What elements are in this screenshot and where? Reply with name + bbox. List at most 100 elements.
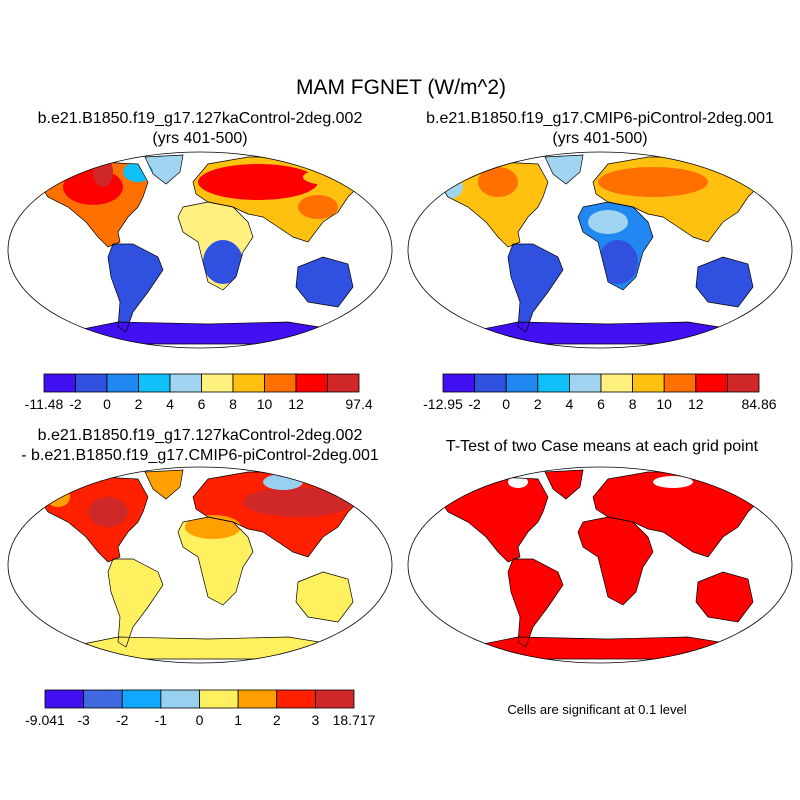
- colorbar-1-label: -11.48: [24, 396, 64, 412]
- map-panel-2: [407, 151, 793, 349]
- continent-antarctica: [68, 637, 338, 659]
- continent-australia: [696, 572, 753, 622]
- data-patch: [198, 164, 318, 200]
- continent-antarctica: [468, 322, 738, 344]
- colorbar-3-box: [237, 689, 278, 709]
- colorbar-2-box: [569, 373, 602, 393]
- colorbar-2-label: 12: [688, 396, 704, 412]
- data-patch: [708, 472, 728, 482]
- colorbar-2-label: 0: [502, 396, 511, 412]
- data-patch: [588, 210, 628, 234]
- continent-greenland: [545, 155, 583, 184]
- continent-greenland: [145, 155, 183, 184]
- map-panel-4: [407, 466, 793, 664]
- data-patch: [88, 497, 128, 527]
- figure-title: MAM FGNET (W/m^2): [295, 76, 507, 99]
- colorbar-2-box: [695, 373, 728, 393]
- colorbar-1-label: 10: [256, 396, 273, 412]
- continent-antarctica: [468, 637, 738, 659]
- colorbar-1-box: [264, 373, 297, 393]
- data-patch: [93, 157, 113, 187]
- colorbar-1-box: [138, 373, 171, 393]
- coastline: [695, 256, 754, 308]
- coastline: [695, 571, 754, 623]
- continent-south-america: [108, 244, 163, 332]
- colorbar-2-box: [537, 373, 570, 393]
- data-patch: [298, 195, 338, 219]
- colorbar-1-label: 0: [103, 396, 111, 412]
- panel1-title: b.e21.B1850.f19_g17.127kaControl-2deg.00…: [37, 110, 363, 127]
- continent-greenland: [545, 470, 583, 499]
- colorbar-2-label: -2: [468, 396, 481, 412]
- continent-australia: [296, 257, 353, 307]
- colorbar-3-box: [160, 689, 200, 709]
- colorbar-2-box: [632, 373, 665, 393]
- coastline: [37, 476, 149, 563]
- colorbar-1-label: 6: [197, 396, 206, 412]
- colorbar-1-box: [75, 373, 108, 393]
- colorbar-1-box: [295, 373, 328, 393]
- continent-africa: [578, 517, 653, 605]
- map-panel-3: [7, 466, 393, 664]
- coastline: [577, 201, 654, 291]
- continent-australia: [296, 572, 353, 622]
- data-patch: [598, 167, 708, 197]
- map-outline: [407, 151, 793, 349]
- colorbar-3-box: [276, 689, 316, 709]
- data-patch: [598, 240, 638, 284]
- colorbar-2-box: [600, 373, 634, 393]
- colorbar-1-label: 2: [134, 396, 143, 412]
- colorbar-3-label: 0: [195, 712, 204, 728]
- map-outline: [7, 466, 393, 664]
- colorbar-2-label: 4: [565, 396, 574, 412]
- colorbar-2-box: [727, 373, 760, 393]
- colorbar-1-label: 97.4: [345, 396, 373, 412]
- colorbar-3-box: [83, 689, 123, 709]
- coastline: [437, 476, 549, 563]
- coastline: [544, 469, 584, 500]
- coastline: [144, 469, 184, 500]
- coastline: [37, 161, 149, 248]
- colorbar-2-box: [663, 373, 697, 393]
- continent-south-america: [108, 559, 163, 647]
- colorbar-1-box: [106, 373, 139, 393]
- map-outline: [407, 466, 793, 664]
- colorbar-3-label: 18.717: [332, 712, 376, 728]
- data-patch: [653, 476, 693, 488]
- coastline: [437, 161, 549, 248]
- continent-south-america: [508, 244, 563, 332]
- colorbar-3-label: 1: [234, 712, 243, 728]
- colorbar-3-label: 2: [272, 712, 281, 728]
- continent-south-america: [508, 559, 563, 647]
- colorbar-1-label: 8: [229, 396, 237, 412]
- panel2-years: (yrs 401-500): [552, 130, 648, 147]
- colorbar-3-box: [44, 689, 85, 709]
- colorbar-2-box: [505, 373, 539, 393]
- map-panel-1: [7, 151, 393, 349]
- coastline: [295, 571, 354, 623]
- data-patch: [438, 175, 463, 199]
- colorbar-3-box: [199, 689, 239, 709]
- colorbar-2-box: [474, 373, 507, 393]
- colorbar-1-box: [201, 373, 234, 393]
- data-patch: [203, 240, 243, 284]
- colorbar-2-label: 6: [597, 396, 605, 412]
- colorbar-3-box: [121, 689, 162, 709]
- data-patch: [478, 167, 518, 197]
- colorbar-3-label: -3: [77, 712, 90, 728]
- coastline: [544, 154, 584, 185]
- coastline: [577, 516, 654, 606]
- significance-note: Cells are significant at 0.1 level: [507, 702, 687, 717]
- data-patch: [243, 487, 353, 517]
- colorbar-3-label: 3: [311, 712, 320, 728]
- panel3-title: b.e21.B1850.f19_g17.127kaControl-2deg.00…: [37, 427, 363, 444]
- panel4-title: T-Test of two Case means at each grid po…: [445, 438, 759, 455]
- continent-greenland: [145, 470, 183, 499]
- colorbar-2-label: 84.86: [741, 396, 777, 412]
- continent-north-america: [438, 477, 548, 562]
- colorbar-3-box: [314, 689, 355, 709]
- colorbar-1-box: [327, 373, 360, 393]
- coastline: [177, 201, 254, 291]
- coastline: [144, 154, 184, 185]
